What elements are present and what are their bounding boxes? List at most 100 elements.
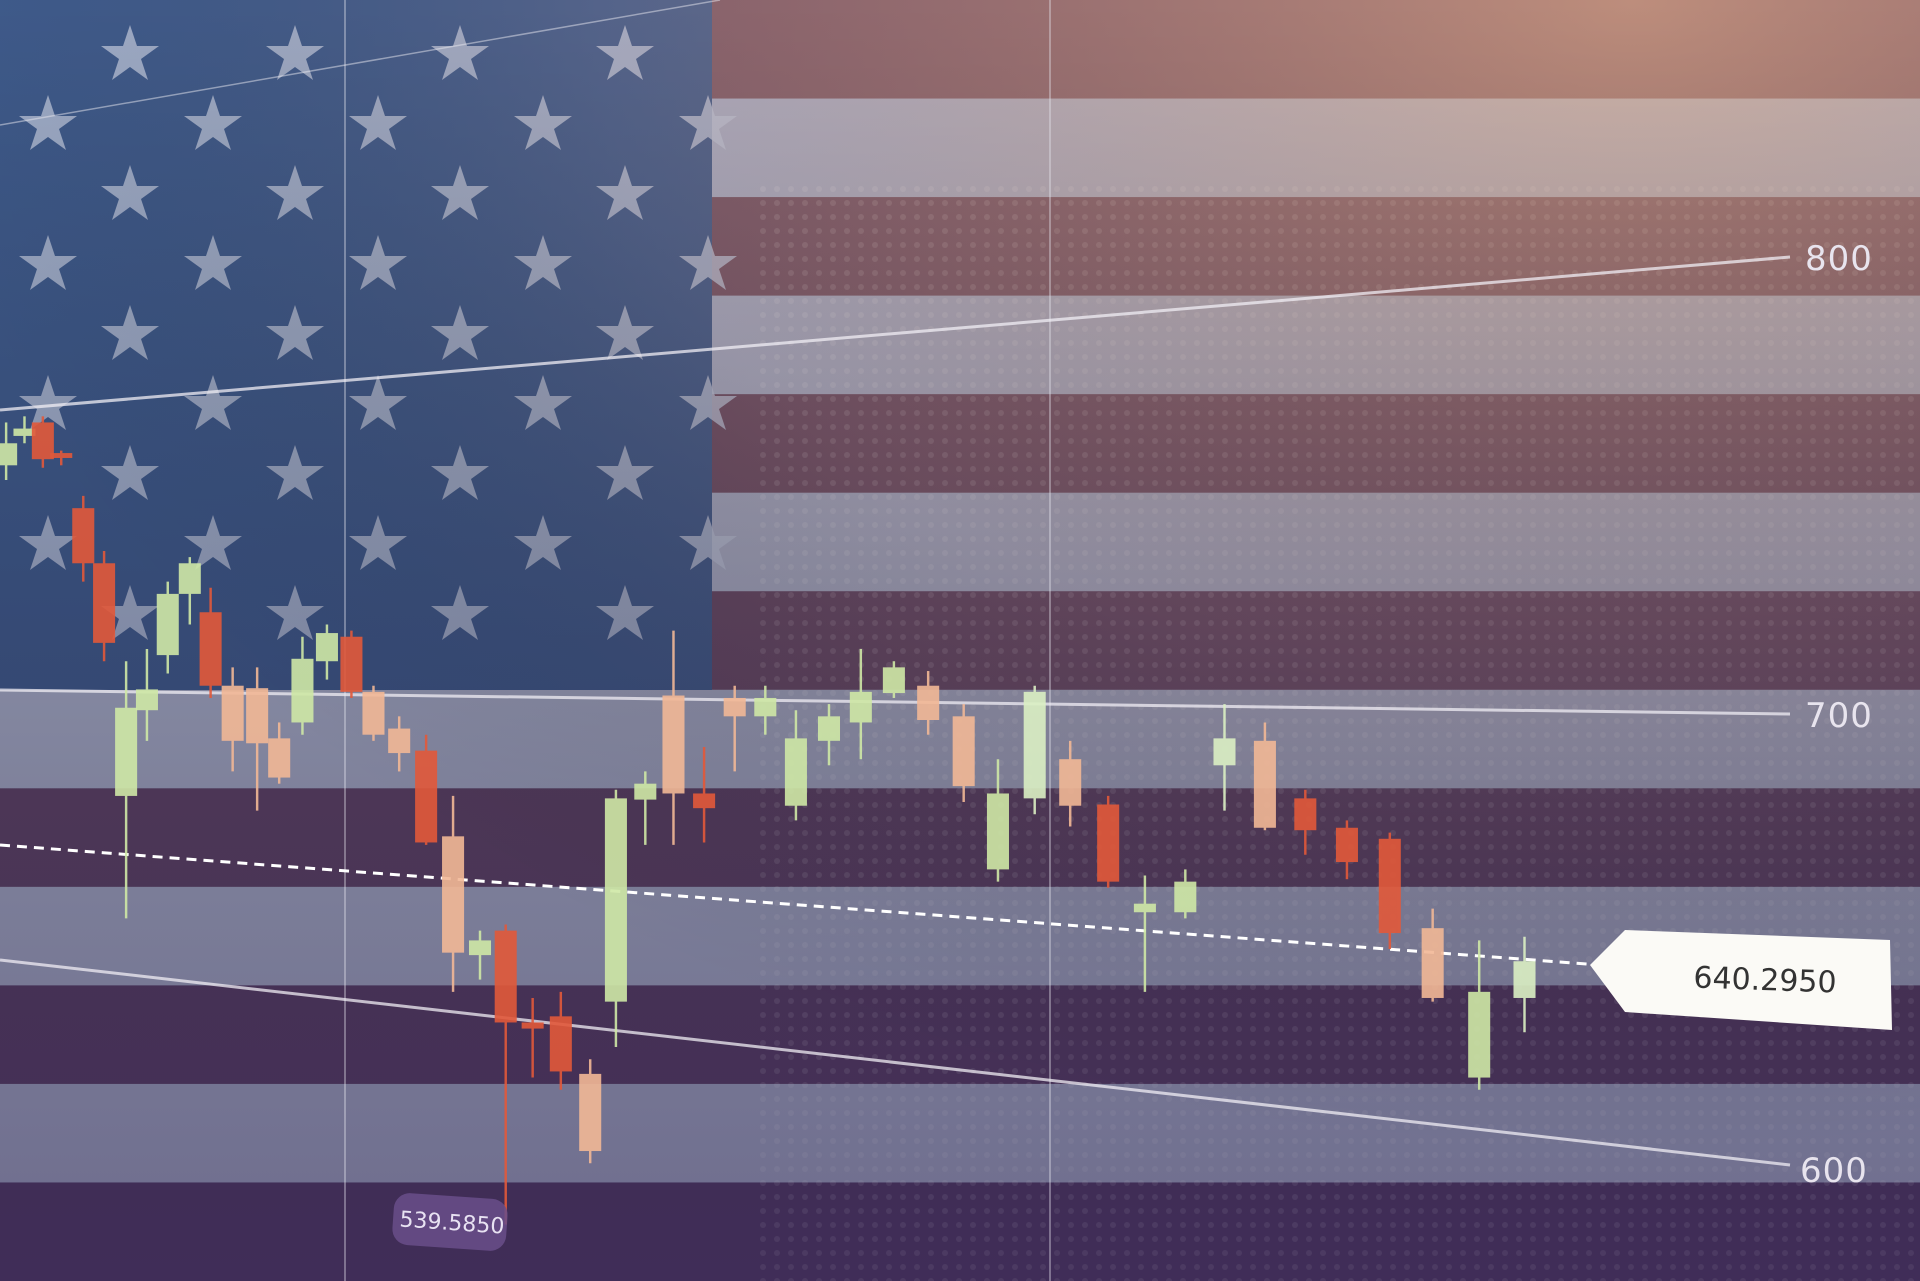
- candle: [388, 716, 411, 772]
- candle: [784, 710, 807, 821]
- candle: [178, 557, 201, 625]
- candle-body: [268, 738, 291, 778]
- price-tag-label: 640.2950: [1693, 961, 1837, 1001]
- candle: [291, 636, 314, 735]
- candle: [50, 450, 73, 466]
- candle: [115, 661, 138, 919]
- candle: [634, 771, 657, 845]
- candle: [13, 416, 36, 444]
- candle: [72, 495, 95, 582]
- candle-body: [662, 695, 685, 794]
- candle-body: [1213, 738, 1236, 766]
- candle: [268, 722, 291, 784]
- candle: [604, 789, 627, 1047]
- candle: [1133, 875, 1156, 992]
- candle: [1023, 685, 1046, 815]
- candle: [952, 704, 975, 803]
- candle: [221, 667, 244, 772]
- candle-body: [0, 443, 18, 466]
- candle: [31, 416, 54, 468]
- candle-body: [882, 667, 905, 694]
- candle-body: [291, 658, 314, 723]
- candle: [521, 997, 544, 1078]
- candle-body: [415, 750, 438, 843]
- candle-body: [1174, 881, 1197, 913]
- candle-body: [13, 428, 36, 436]
- candle-body: [549, 1016, 572, 1072]
- candle: [246, 667, 269, 811]
- candle: [442, 795, 465, 992]
- candle-body: [340, 636, 363, 692]
- candle: [1059, 740, 1082, 827]
- candle-body: [1023, 691, 1046, 799]
- candle-body: [72, 508, 95, 564]
- level-line: [0, 958, 1791, 1167]
- candle-body: [178, 563, 201, 594]
- candle-body: [135, 689, 158, 711]
- candle-body: [1468, 991, 1491, 1078]
- candle-body: [246, 688, 269, 744]
- candle: [579, 1059, 602, 1164]
- candle-body: [494, 930, 517, 1023]
- candle: [1213, 704, 1236, 811]
- candle-body: [952, 716, 975, 787]
- candle: [93, 551, 116, 662]
- candle-body: [388, 728, 411, 754]
- candle: [1294, 789, 1317, 855]
- candle-body: [93, 563, 116, 643]
- candle-body: [1097, 804, 1120, 882]
- price-tag: [1590, 930, 1892, 1030]
- candle-body: [579, 1073, 602, 1152]
- candle: [1335, 820, 1358, 880]
- candle-body: [521, 1022, 544, 1029]
- candle-body: [199, 612, 222, 686]
- candle-body: [693, 793, 716, 809]
- candle-body: [50, 453, 73, 458]
- candle-body: [442, 836, 465, 953]
- level-label: 700: [1805, 696, 1873, 736]
- candle: [468, 930, 492, 980]
- candle-body: [849, 691, 872, 723]
- trend-line: [0, 0, 721, 126]
- candles: [0, 416, 1536, 1225]
- candle: [1378, 832, 1401, 949]
- candle-body: [723, 697, 746, 717]
- candle-body: [1513, 961, 1536, 998]
- candle-body: [986, 793, 1009, 870]
- candle: [1468, 940, 1491, 1090]
- candle: [986, 759, 1009, 882]
- candle-body: [604, 798, 627, 1002]
- candle-body: [115, 707, 138, 796]
- candle: [156, 581, 179, 674]
- candle-body: [468, 940, 492, 956]
- level-label: 800: [1805, 239, 1873, 279]
- candle-body: [1253, 740, 1276, 828]
- candle: [1513, 936, 1536, 1033]
- candle: [1253, 722, 1276, 831]
- candle: [415, 734, 438, 845]
- candle: [315, 624, 338, 680]
- candle-body: [315, 633, 338, 662]
- candle: [693, 746, 716, 843]
- candle-body: [817, 716, 841, 741]
- candle-body: [1059, 759, 1082, 806]
- candle: [1421, 908, 1444, 1002]
- candle: [723, 685, 746, 772]
- candle-body: [784, 738, 807, 806]
- level-line: [0, 255, 1791, 412]
- level-label: 600: [1800, 1151, 1868, 1191]
- candle-body: [362, 691, 385, 735]
- candle-body: [1294, 798, 1317, 831]
- low-tag: [392, 1193, 508, 1251]
- candle: [662, 630, 685, 845]
- candle: [817, 704, 841, 766]
- candle-body: [917, 685, 940, 721]
- candle: [754, 685, 777, 735]
- candle-body: [31, 422, 54, 460]
- candle: [849, 648, 872, 760]
- candle-body: [1421, 928, 1444, 998]
- candle: [1174, 869, 1197, 919]
